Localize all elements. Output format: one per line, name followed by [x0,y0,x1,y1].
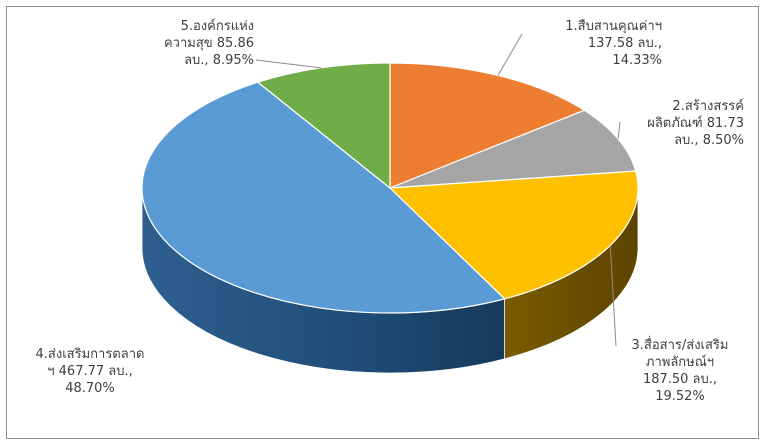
data-label-slice-3: 3.สื่อสาร/ส่งเสริม ภาพลักษณ์ฯ 187.50 ลบ.… [631,338,729,404]
pie-slices [141,62,639,314]
leader-line-1 [497,33,523,76]
data-label-slice-5: 5.องค์กรแห่ง ความสุข 85.86 ลบ., 8.95% [163,19,254,68]
pie-slice-1 [389,62,586,189]
pie-slice-5 [256,62,391,190]
data-label-slice-2: 2.สร้างสรรค์ ผลิตภัณฑ์ 81.73 ลบ., 8.50% [647,99,744,148]
leader-line-3 [609,245,617,347]
pie-slice-3 [388,170,639,300]
leader-line-5 [255,59,322,69]
pie-slice-4 [141,81,506,314]
data-label-slice-1: 1.สืบสานคุณค่าฯ 137.58 ลบ., 14.33% [565,19,662,68]
leader-lines [255,33,621,347]
leader-line-2 [617,121,621,139]
pie-slice-2 [389,109,637,189]
data-label-slice-4: 4.ส่งเสริมการตลาด ฯ 467.77 ลบ., 48.70% [35,347,145,396]
